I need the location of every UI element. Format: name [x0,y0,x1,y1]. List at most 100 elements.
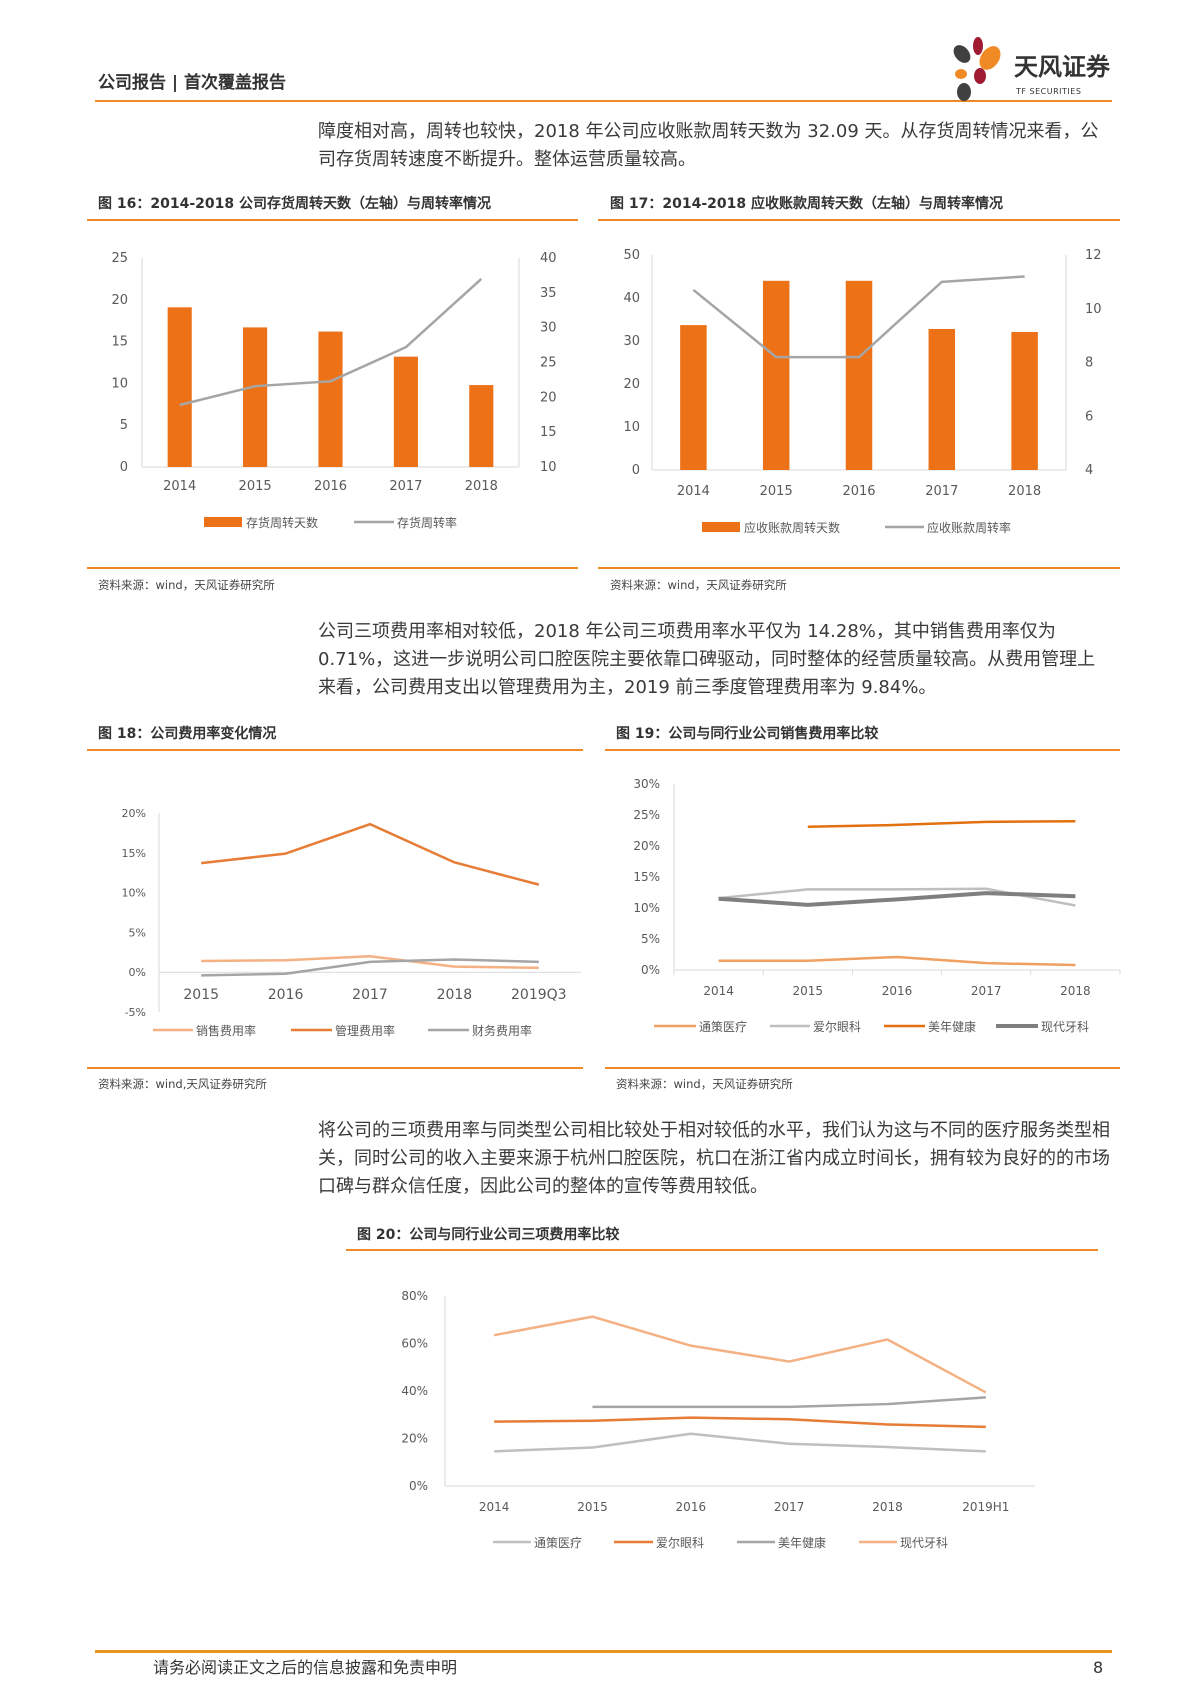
chart4-legend-label: 爱尔眼科 [656,1535,704,1550]
chart2-x-tick-label: 2016 [268,987,304,1003]
chart3-y-tick-label: 25% [633,808,660,822]
chart3-x-tick-label: 2014 [703,984,734,998]
chart3-x-tick-label: 2016 [882,984,913,998]
header-rule [95,100,1112,102]
chart4-series-line [494,1416,986,1429]
chart0-y-tick-label: 5 [120,418,128,433]
figure-18-title: 图 18：公司费用率变化情况 [98,726,277,742]
chart4-y-tick-label: 20% [401,1432,428,1446]
chart3-legend-label: 爱尔眼科 [813,1019,861,1034]
chart0-y2-tick-label: 35 [540,286,557,301]
chart0-x-tick-label: 2017 [389,479,422,494]
chart0-bar [243,327,268,467]
chart3-legend-label: 美年健康 [928,1019,976,1034]
chart0-x-tick-label: 2015 [239,479,272,494]
chart2-legend-label: 管理费用率 [335,1023,395,1038]
chart3-series-line [718,955,1076,967]
chart1-y-tick-label: 40 [623,291,640,306]
chart3-y-tick-label: 15% [633,870,660,884]
figure-16-title: 图 16：2014-2018 公司存货周转天数（左轴）与周转率情况 [98,196,491,212]
figure-20-title: 图 20：公司与同行业公司三项费用率比较 [357,1227,620,1243]
chart0-x-tick-label: 2018 [465,479,498,494]
chart4-series-line [494,1432,986,1453]
figure-18-source: 资料来源：wind,天风证券研究所 [98,1077,267,1091]
chart0-y2-tick-label: 15 [540,425,557,440]
chart0-x-tick-label: 2014 [163,479,196,494]
footer-disclaimer: 请务必阅读正文之后的信息披露和免责申明 [153,1658,458,1677]
chart0-legend-label: 存货周转天数 [246,515,318,530]
chart3-y-tick-label: 10% [633,901,660,915]
chart1-y-tick-label: 20 [623,377,640,392]
footer-rule [95,1650,1112,1653]
figure-19-source: 资料来源：wind，天风证券研究所 [616,1077,793,1091]
logo-text-en: TF SECURITIES [1016,87,1082,96]
body-paragraph-2: 公司三项费用率相对较低，2018 年公司三项费用率水平仅为 14.28%，其中销… [318,621,1096,698]
chart4-legend-label: 通策医疗 [534,1536,582,1550]
chart3-x-tick-label: 2018 [1060,984,1091,998]
figure-19-rule [605,749,1120,751]
chart3-y-tick-label: 5% [641,932,660,946]
chart0-y2-tick-label: 30 [540,321,557,336]
chart4-x-tick-label: 2016 [676,1500,707,1514]
chart3-series-line [718,891,1076,907]
chart4-y-tick-label: 60% [401,1337,428,1351]
chart2-x-tick-label: 2017 [352,987,388,1003]
chart1-legend-label: 应收账款周转天数 [744,520,840,535]
chart4-y-tick-label: 80% [401,1289,428,1303]
logo-text-cn: 天风证券 [1014,53,1110,81]
chart0-y2-tick-label: 25 [540,356,557,371]
figure-18-bottom-rule [87,1067,583,1069]
chart0-legend-swatch [204,517,242,527]
chart1-x-tick-label: 2015 [760,484,793,499]
chart0-bar [318,331,343,467]
chart2-legend-label: 财务费用率 [472,1023,532,1038]
chart0-bar [167,307,192,467]
chart3-series-line [807,819,1076,829]
figure-16-bottom-rule [87,567,578,569]
chart3-legend-label: 通策医疗 [699,1020,747,1034]
chart0-y-tick-label: 0 [120,460,128,475]
figure-18-rule [87,749,583,751]
chart4-y-tick-label: 0% [409,1479,428,1493]
chart3-x-tick-label: 2015 [793,984,824,998]
figure-19-title: 图 19：公司与同行业公司销售费用率比较 [616,726,879,742]
chart0-y-tick-label: 15 [111,335,128,350]
chart1-x-tick-label: 2014 [677,484,710,499]
chart4-x-tick-label: 2015 [577,1500,608,1514]
chart1-y-tick-label: 30 [623,334,640,349]
figure-17-rule [598,219,1120,221]
body-paragraph-1: 障度相对高，周转也较快，2018 年公司应收账款周转天数为 32.09 天。从存… [318,121,1099,170]
chart0-y-tick-label: 10 [111,376,128,391]
chart1-bar [928,328,956,470]
chart0-x-tick-label: 2016 [314,479,347,494]
chart1-y2-tick-label: 12 [1085,248,1102,263]
chart4-x-tick-label: 2019H1 [962,1500,1009,1514]
chart0-y2-tick-label: 10 [540,460,557,475]
chart2-x-tick-label: 2018 [437,987,473,1003]
chart0-y2-tick-label: 20 [540,390,557,405]
chart1-y-tick-label: 0 [632,463,640,478]
chart3-y-tick-label: 20% [633,839,660,853]
chart2-y-tick-label: 20% [122,807,146,820]
chart2-y-tick-label: 5% [129,926,146,939]
chart1-x-tick-label: 2017 [925,484,958,499]
chart2-y-tick-label: 15% [122,847,146,860]
chart0-legend-label: 存货周转率 [397,515,457,530]
chart1-x-tick-label: 2016 [842,484,875,499]
chart0-bar [393,356,418,467]
chart3-y-tick-label: 0% [641,963,660,977]
chart4-series-line [493,1315,987,1394]
chart4-x-tick-label: 2014 [479,1500,510,1514]
figure-17-title: 图 17：2014-2018 应收账款周转天数（左轴）与周转率情况 [610,196,1003,212]
chart4-series-line [592,1396,986,1409]
chart1-y2-tick-label: 6 [1085,409,1093,424]
chart0-y-tick-label: 25 [111,251,128,266]
chart4-x-tick-label: 2017 [774,1500,805,1514]
page-number: 8 [1093,1658,1104,1677]
chart1-x-tick-label: 2018 [1008,484,1041,499]
figure-16-rule [87,219,578,221]
chart3-x-tick-label: 2017 [971,984,1002,998]
chart1-y2-tick-label: 8 [1085,356,1093,371]
tf-securities-logo-icon [948,36,1008,102]
